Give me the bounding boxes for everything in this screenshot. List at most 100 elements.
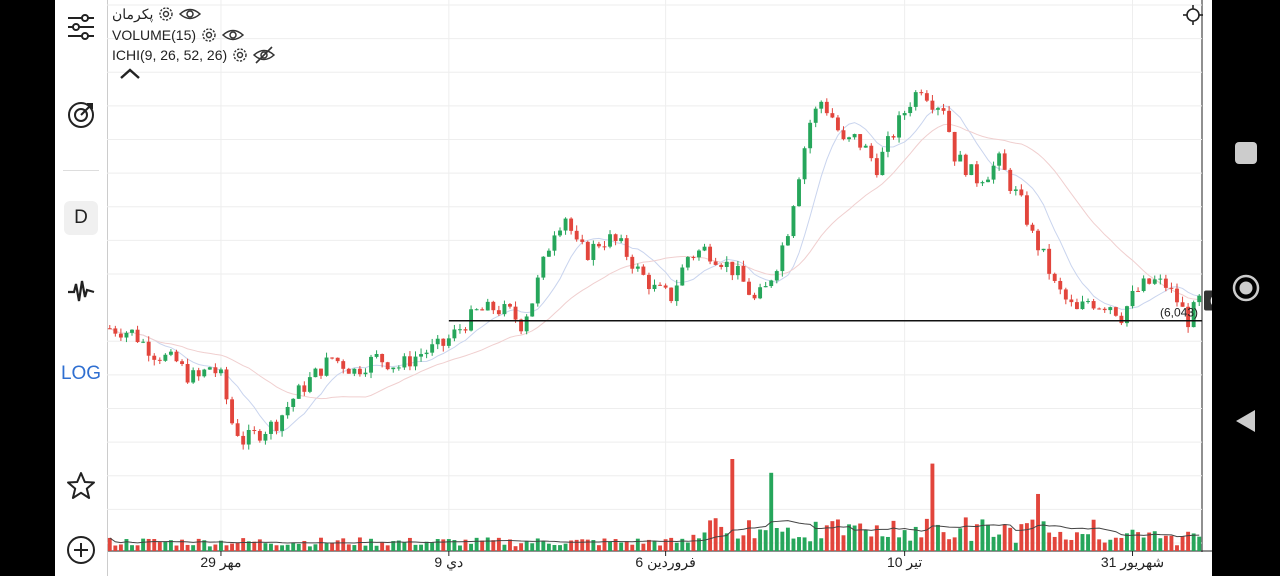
candle-body xyxy=(458,329,462,331)
candle-body xyxy=(519,319,524,332)
candle-body xyxy=(924,93,929,101)
volume-bar xyxy=(352,545,357,551)
candle-body xyxy=(674,285,679,302)
gear-icon[interactable] xyxy=(157,5,175,23)
candle-body xyxy=(1191,302,1196,328)
candle-body xyxy=(702,246,707,251)
candle-body xyxy=(930,100,935,110)
volume-bar xyxy=(157,542,162,551)
volume-bar xyxy=(986,524,990,551)
volume-bar xyxy=(1186,531,1191,551)
current-price-badge xyxy=(1204,290,1212,311)
volume-bar xyxy=(452,540,457,551)
candle-body xyxy=(313,368,318,378)
candle-body xyxy=(1047,248,1052,274)
candle-body xyxy=(157,359,162,361)
price-chart[interactable]: 11,58510,80910,0869,4108,7808,1927,6437,… xyxy=(107,0,1212,576)
gear-icon[interactable] xyxy=(231,46,249,64)
log-scale-button[interactable]: LOG xyxy=(59,352,103,396)
candle-body xyxy=(135,329,140,343)
candle-body xyxy=(1141,278,1146,291)
ichimoku-layer xyxy=(109,104,1200,433)
candle-body xyxy=(1097,308,1102,310)
settings-sliders-icon[interactable] xyxy=(59,5,103,49)
volume-bar xyxy=(346,544,351,551)
volume-bar xyxy=(113,545,118,551)
candle-body xyxy=(596,243,601,247)
volume-bar xyxy=(1074,532,1079,551)
candle-body xyxy=(891,136,896,138)
candle-body xyxy=(813,108,818,123)
candle-body xyxy=(1013,189,1018,191)
indicator-row-ichimoku: ICHI(9, 26, 52, 26) xyxy=(112,46,276,64)
eye-icon[interactable] xyxy=(179,5,202,23)
back-button-icon[interactable] xyxy=(1232,407,1260,435)
candle-body xyxy=(463,329,468,331)
candle-body xyxy=(797,179,801,207)
candle-body xyxy=(719,264,724,267)
volume-bar xyxy=(152,539,157,551)
candle-body xyxy=(252,429,257,431)
volume-bar xyxy=(574,539,579,551)
interval-button[interactable]: D xyxy=(59,196,103,240)
candle-body xyxy=(908,106,913,114)
volume-bar xyxy=(135,545,140,551)
time-tick-label: 29 مهر xyxy=(200,554,241,571)
candle-body xyxy=(118,333,123,338)
volume-bar xyxy=(124,539,129,551)
candle-body xyxy=(174,351,179,362)
candle-body xyxy=(291,398,296,407)
volume-bar xyxy=(719,526,724,551)
volume-bars xyxy=(107,459,1202,551)
candle-body xyxy=(1063,289,1068,300)
eye-off-icon[interactable] xyxy=(253,46,276,64)
system-nav-bar xyxy=(1212,0,1280,576)
volume-bar xyxy=(541,541,546,551)
candle-body xyxy=(613,234,618,242)
gear-icon[interactable] xyxy=(200,26,218,44)
volume-bar xyxy=(1008,527,1013,551)
candle-body xyxy=(485,301,490,311)
volume-bar xyxy=(369,538,373,551)
candle-body xyxy=(563,218,568,231)
candle-body xyxy=(191,370,196,383)
drawing-tool-icon[interactable] xyxy=(59,93,103,137)
volume-bar xyxy=(569,540,574,551)
crosshair-icon[interactable] xyxy=(1183,5,1203,25)
candle-body xyxy=(185,364,190,383)
star-icon[interactable] xyxy=(59,464,103,508)
eye-icon[interactable] xyxy=(222,26,245,44)
candle-body xyxy=(808,122,813,149)
volume-bar xyxy=(619,542,624,551)
volume-bar xyxy=(202,540,207,551)
volume-bar xyxy=(191,545,196,551)
volume-bar xyxy=(930,463,935,551)
volume-bar xyxy=(941,532,946,551)
candle-body xyxy=(413,356,418,367)
add-icon[interactable] xyxy=(59,528,103,572)
volume-bar xyxy=(263,543,268,551)
volume-bar xyxy=(163,541,168,551)
candle-body xyxy=(1086,301,1090,303)
recents-button-icon[interactable] xyxy=(1232,139,1260,167)
home-button-icon[interactable] xyxy=(1232,274,1260,302)
candle-body xyxy=(1163,278,1168,288)
candle-body xyxy=(1058,280,1063,290)
volume-bar xyxy=(285,544,290,551)
volume-bar xyxy=(1180,536,1185,551)
collapse-chevron-icon[interactable] xyxy=(118,66,142,82)
candle-body xyxy=(524,316,529,332)
volume-bar xyxy=(324,543,329,551)
volume-bar xyxy=(424,541,429,551)
candle-body xyxy=(602,246,607,248)
chart-type-icon[interactable] xyxy=(59,270,103,314)
volume-bar xyxy=(563,543,568,551)
candle-body xyxy=(430,344,435,353)
volume-bar xyxy=(185,544,190,551)
volume-bar xyxy=(502,544,507,551)
candle-body xyxy=(496,310,501,315)
volume-bar xyxy=(430,542,435,551)
candle-body xyxy=(346,368,351,374)
volume-bar xyxy=(363,545,368,551)
volume-bar xyxy=(1136,532,1141,551)
